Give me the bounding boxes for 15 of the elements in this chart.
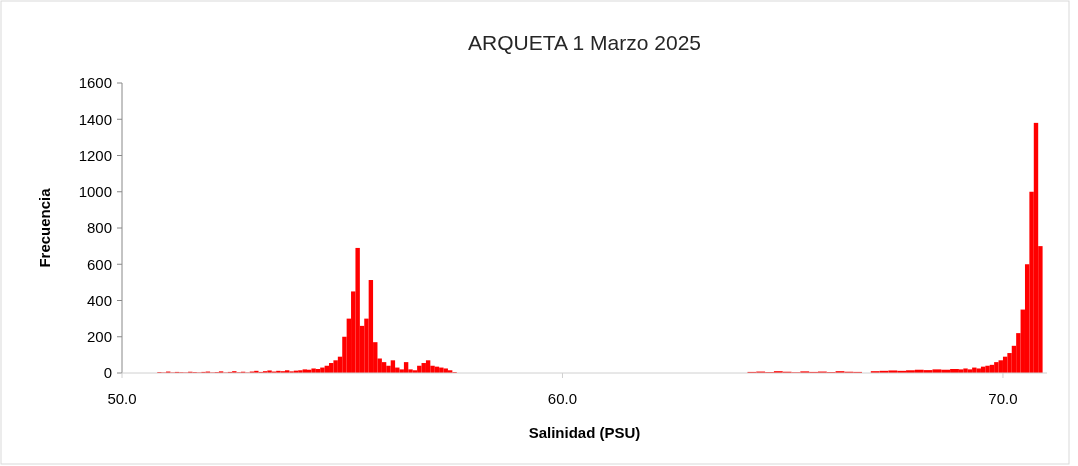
y-tick-label: 1200 — [78, 146, 112, 164]
x-tick-label: 70.0 — [988, 390, 1018, 407]
y-tick-label: 800 — [86, 219, 112, 237]
y-tick-label: 1600 — [78, 74, 112, 92]
y-tick-label: 1400 — [78, 110, 112, 128]
x-axis-title: Salinidad (PSU) — [528, 424, 641, 441]
chart-title: ARQUETA 1 Marzo 2025 — [467, 31, 702, 54]
y-tick-label: 400 — [86, 291, 112, 309]
y-tick-label: 1000 — [78, 183, 112, 200]
y-tick-label: 600 — [86, 255, 112, 273]
y-tick-label: 0 — [103, 364, 112, 382]
x-tick-label: 50.0 — [107, 390, 137, 407]
x-tick-label: 60.0 — [547, 390, 578, 407]
y-tick-label: 200 — [86, 328, 112, 345]
y-axis-title: Frecuencia — [36, 187, 53, 268]
